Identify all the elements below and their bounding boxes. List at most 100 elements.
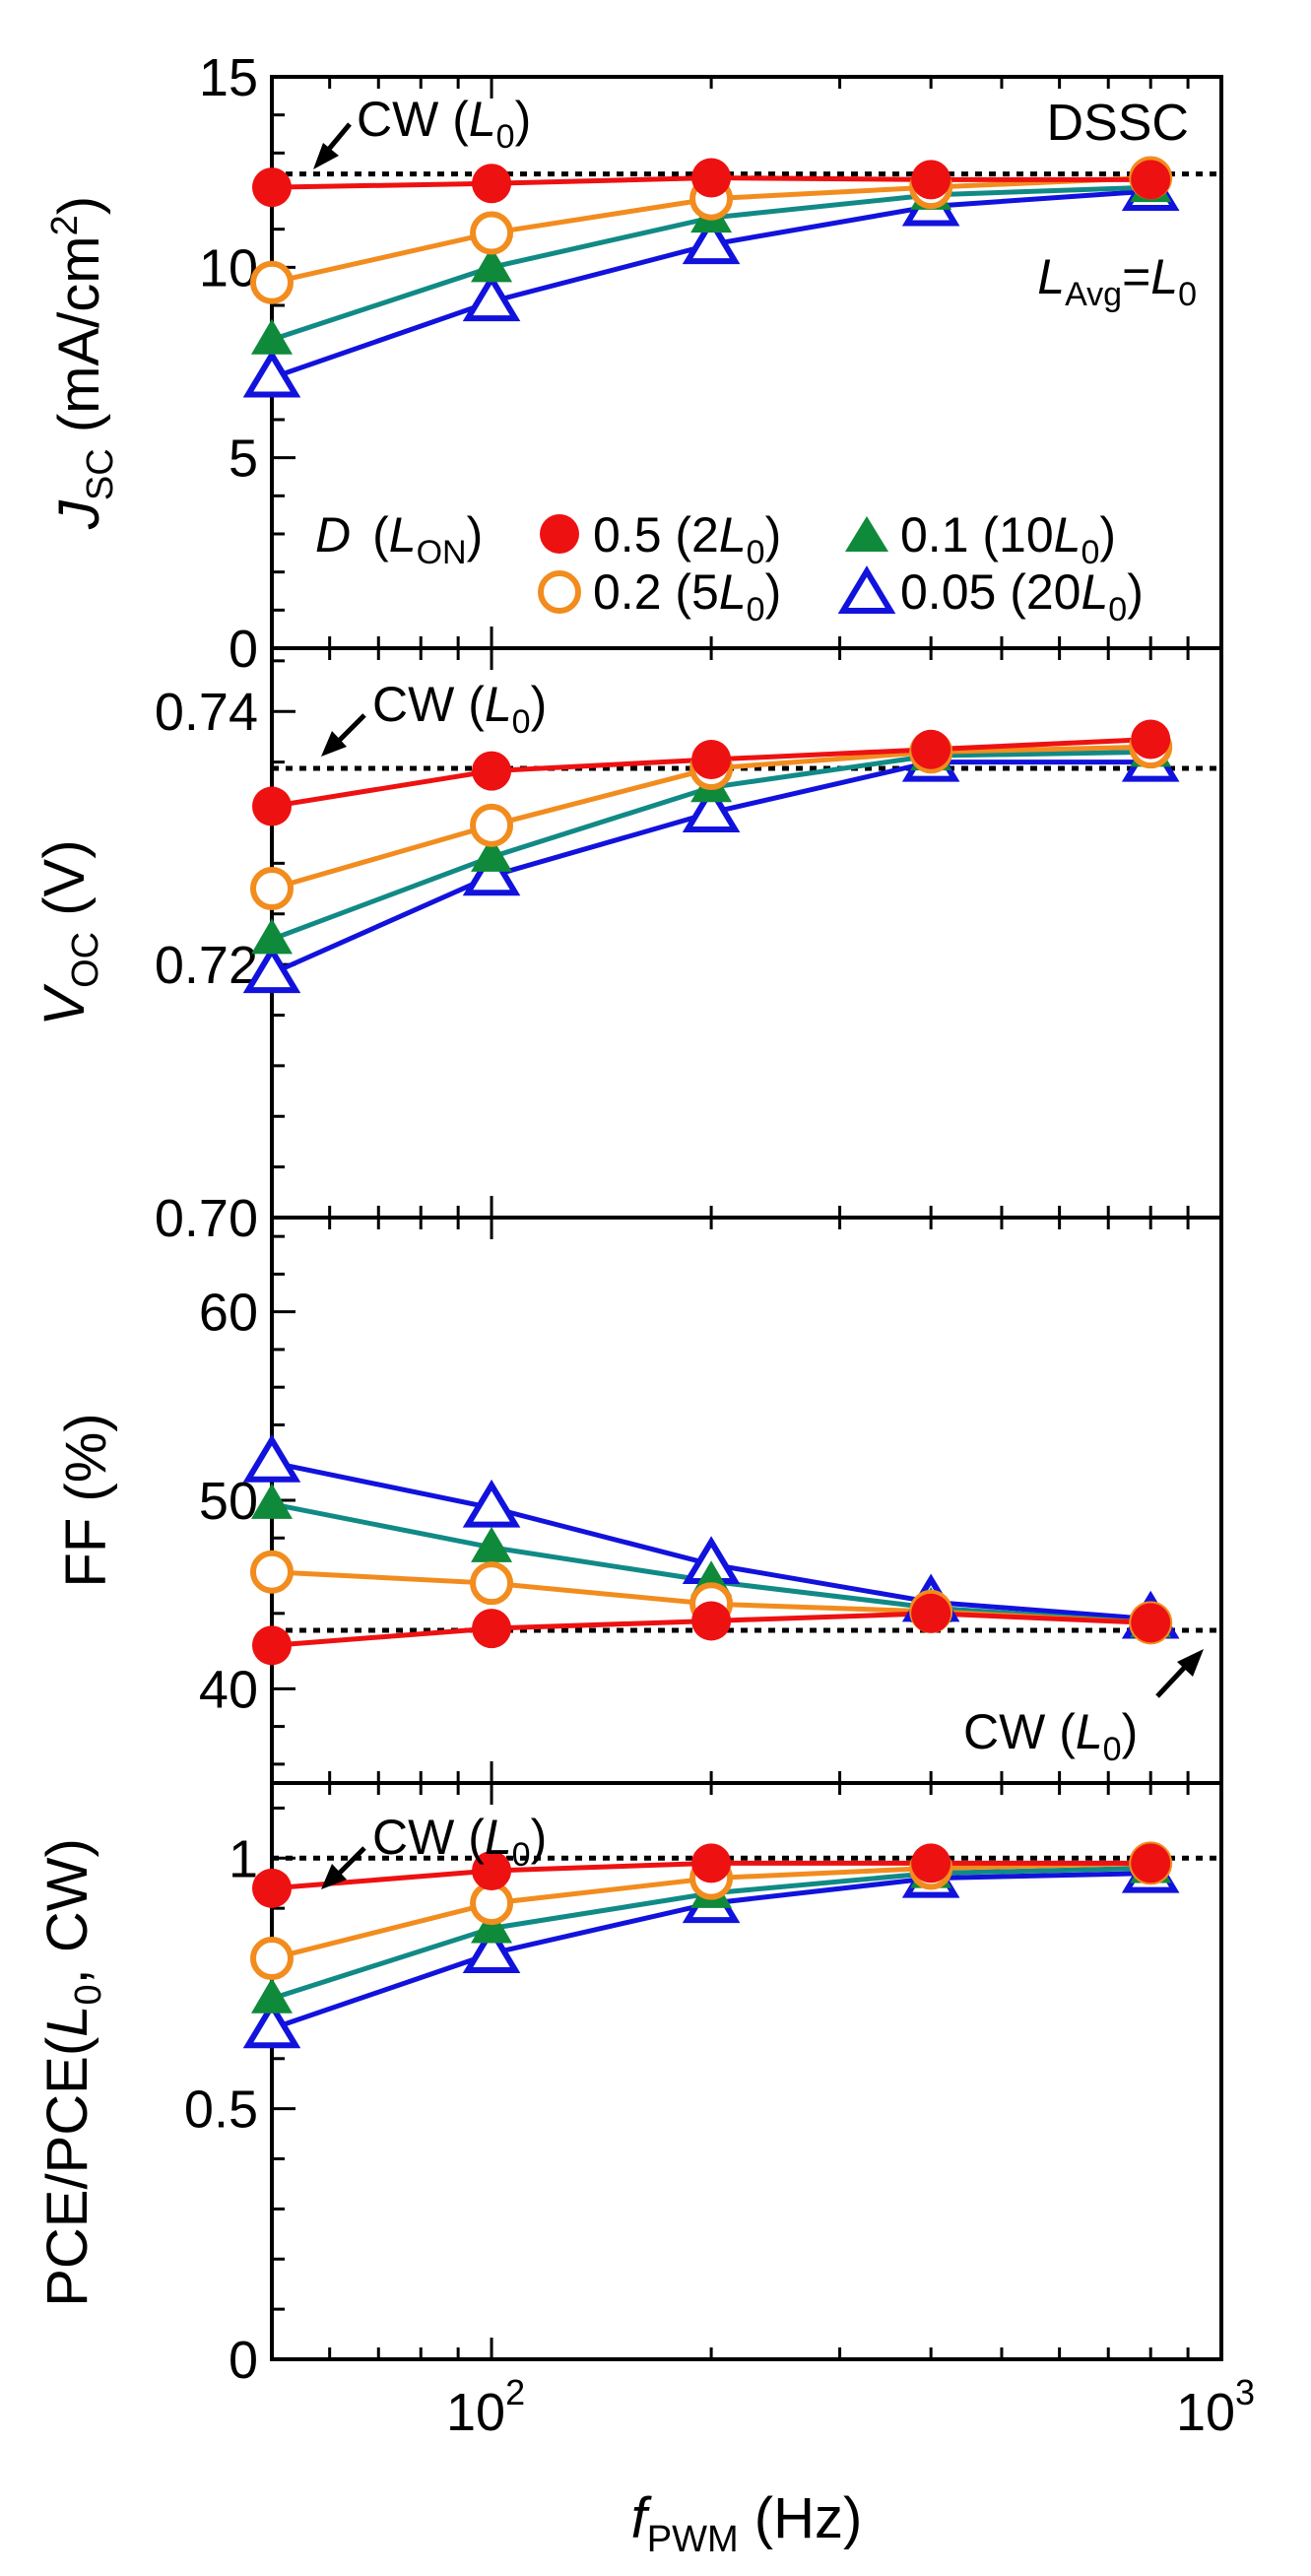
data-point-d005 [242,2000,301,2049]
y-axis-label-ff: FF (%) [54,1413,118,1587]
data-point-d05 [252,167,292,208]
data-point-d01 [251,1483,293,1519]
x-axis-label: fPWM (Hz) [631,2486,863,2560]
cw-label-jsc: CW (L0) [357,92,531,156]
cw-arrow-pce [321,1846,366,1889]
cw-label-pce: CW (L0) [372,1810,547,1874]
panel-pce-frame [270,1781,1223,2361]
legend-entry-d05: 0.5 (2L0) [593,507,781,571]
data-point-d05 [472,1609,512,1649]
panel-voc: 0.70 0.72 0.74 [155,648,1223,1248]
data-point-d05 [1131,160,1171,200]
data-point-d01 [251,918,293,955]
data-point-d05 [691,1843,732,1883]
legend-entry-d005: 0.05 (20L0) [900,564,1144,628]
data-point-d05 [911,1843,951,1883]
series-group-panel-1 [242,156,1180,398]
panel-ff-frame [270,1216,1223,1785]
data-point-d005 [462,1925,521,1973]
panel-pce: 0 0.5 1 102 103 [184,1783,1255,2442]
y-tick-label: 0.72 [155,936,258,995]
y-tick-label: 0.70 [155,1189,258,1248]
x-tick-label: 102 [446,2372,525,2442]
data-point-d05 [911,160,951,200]
data-point-d01 [471,1526,513,1562]
y-ticks-panel-2: 0.70 0.72 0.74 [155,659,295,1248]
panel-voc-frame [270,646,1223,1220]
y-axis-label-jsc: JSC (mA/cm2) [44,196,121,530]
legend-marker-d05 [540,514,579,554]
data-point-d05 [472,751,512,791]
y-tick-label: 10 [199,238,258,297]
x-ticks-panel-2 [270,648,1223,1218]
y-tick-label: 0 [229,2331,258,2390]
data-point-d02 [250,867,294,911]
data-point-d01 [471,835,513,872]
cw-arrow-voc [321,713,366,757]
y-ticks-panel-1: 0 5 10 15 [199,48,295,679]
data-point-d02 [470,803,514,847]
data-point-d01 [471,246,513,283]
x-tick-labels: 102 103 [446,2372,1255,2442]
data-point-d005 [242,349,301,398]
y-axis-label-pce: PCE/PCE(L0, CW) [35,1838,109,2307]
data-point-d005 [462,847,521,896]
y-tick-label: 40 [199,1660,258,1719]
panel-jsc: 0 5 10 15 [199,48,1223,679]
y-axis-label-voc: VOC (V) [33,839,106,1025]
x-tick-label: 103 [1176,2372,1255,2442]
cw-label-ff: CW (L0) [963,1704,1138,1768]
data-point-d005 [462,1479,521,1528]
data-point-d05 [691,1601,732,1641]
data-point-d005 [242,1433,301,1483]
y-tick-label: 1 [229,1829,258,1888]
data-point-d01 [471,1907,513,1944]
x-ticks-panel-1 [270,77,1223,648]
legend-marker-d02 [538,570,581,614]
legend-prefix: D (LON) [315,507,483,571]
data-point-d05 [1131,1843,1171,1883]
y-tick-label: 60 [199,1284,258,1343]
legend-entry-d01: 0.1 (10L0) [900,507,1116,571]
y-tick-label: 15 [199,48,258,107]
y-tick-label: 0 [229,620,258,679]
x-ticks-panel-3 [270,1218,1223,1783]
data-point-d05 [1131,719,1171,760]
data-point-d05 [252,1868,292,1908]
data-point-d02 [250,1937,294,1981]
y-tick-label: 5 [229,429,258,489]
cw-arrow-ff [1155,1649,1204,1698]
data-point-d05 [911,729,951,769]
y-tick-label: 0.74 [155,683,258,742]
cw-label-voc: CW (L0) [372,677,547,741]
data-point-d05 [911,1593,951,1633]
data-point-d05 [691,740,732,780]
data-point-d005 [242,945,301,994]
data-point-d05 [691,158,732,198]
data-point-d02 [470,1561,514,1606]
legend: D (LON) 0.5 (2L0) 0.1 (10L0) 0.2 (5L0) 0.… [315,507,1144,628]
data-point-d05 [472,1851,512,1891]
legend-marker-d005 [837,565,896,614]
data-point-d005 [682,216,741,265]
data-point-d01 [251,1977,293,2014]
condition-label: LAvg=L0 [1037,249,1197,313]
data-point-d05 [1131,1603,1171,1643]
data-point-d05 [472,164,512,204]
data-point-d02 [250,260,294,304]
device-label: DSSC [1047,95,1189,152]
data-point-d02 [470,211,514,255]
series-group-panel-2 [242,719,1180,994]
x-ticks-panel-4 [270,1783,1223,2359]
cw-arrow-jsc [313,122,352,169]
legend-marker-d01 [845,516,888,552]
data-point-d01 [251,318,293,355]
data-point-d05 [252,1625,292,1666]
series-group-panel-4 [242,1841,1180,2049]
series-group-panel-3 [242,1433,1180,1666]
data-point-d05 [252,786,292,826]
data-point-d005 [682,784,741,832]
data-point-d005 [462,273,521,322]
